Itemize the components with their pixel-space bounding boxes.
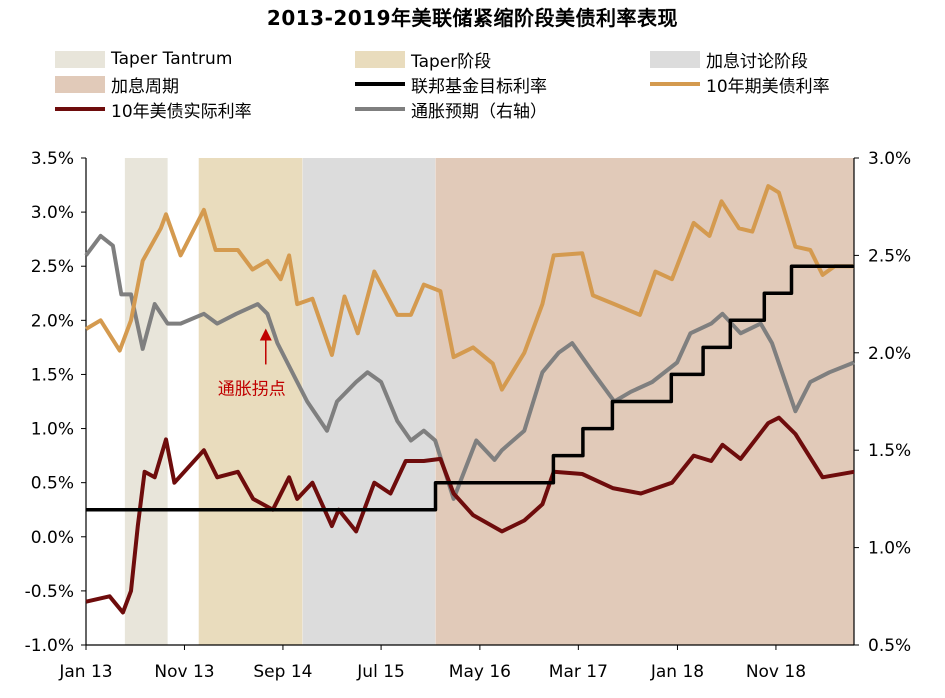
y-left-tick-label: 0.0% [31, 528, 74, 548]
y-right-tick-label: 1.0% [868, 539, 911, 559]
y-left-tick-label: 1.5% [31, 365, 74, 385]
legend-swatch [355, 82, 405, 86]
y-left-tick-label: 2.5% [31, 257, 74, 277]
legend-label: Taper Tantrum [111, 49, 233, 69]
y-left-tick-label: 2.0% [31, 311, 74, 331]
chart-legend: Taper Tantrum Taper阶段 加息讨论阶段加息周期 联邦基金目标利率 10… [0, 0, 945, 130]
legend-label: 10年美债实际利率 [111, 101, 252, 122]
legend-label: 10年期美债利率 [706, 76, 830, 97]
legend-label: 加息讨论阶段 [706, 51, 808, 72]
legend-swatch [55, 75, 105, 93]
band-Taper阶段 [198, 158, 303, 645]
band-加息讨论阶段 [302, 158, 436, 645]
annotation-arrow-head [259, 328, 272, 341]
x-tick-label: May 16 [449, 662, 511, 682]
legend-label: 联邦基金目标利率 [411, 76, 547, 97]
y-left-tick-label: 0.5% [31, 474, 74, 494]
legend-label: 加息周期 [111, 76, 179, 97]
y-left-tick-label: 3.5% [31, 149, 74, 169]
legend-swatch [355, 107, 405, 111]
y-right-tick-label: 2.5% [868, 246, 911, 266]
x-tick-label: Jan 18 [650, 662, 704, 682]
series-line-联邦基金目标利率 [86, 264, 854, 512]
legend-item: 10年期美债利率 [650, 73, 830, 97]
x-tick-label: Jul 15 [356, 662, 405, 682]
series-line-10年期美债利率 [84, 184, 854, 392]
y-right-tick-label: 0.5% [868, 636, 911, 656]
legend-item: Taper阶段 [355, 48, 492, 72]
y-right-tick-label: 3.0% [868, 149, 911, 169]
y-right-tick-label: 2.0% [868, 344, 911, 364]
legend-swatch [55, 50, 105, 68]
legend-swatch [650, 82, 700, 86]
y-left-tick-label: -1.0% [25, 636, 74, 656]
series-line-通胀预期（右轴） [84, 233, 855, 501]
legend-swatch [55, 107, 105, 111]
x-tick-label: Sep 14 [253, 662, 312, 682]
y-left-tick-label: 3.0% [31, 203, 74, 223]
legend-swatch [355, 50, 405, 68]
y-left-tick-label: 1.0% [31, 420, 74, 440]
series-line-10年美债实际利率 [85, 415, 855, 615]
legend-label: 通胀预期（右轴） [411, 101, 547, 122]
legend-item: Taper Tantrum [55, 48, 232, 70]
x-tick-label: Mar 17 [549, 662, 608, 682]
x-tick-label: Nov 18 [746, 662, 806, 682]
legend-item: 10年美债实际利率 [55, 98, 252, 122]
x-tick-label: Jan 13 [58, 662, 112, 682]
x-tick-label: Nov 13 [154, 662, 214, 682]
legend-item: 通胀预期（右轴） [355, 98, 547, 122]
legend-item: 加息讨论阶段 [650, 48, 808, 72]
y-right-tick-label: 1.5% [868, 441, 911, 461]
annotation-label: 通胀拐点 [218, 379, 286, 399]
y-left-tick-label: -0.5% [25, 582, 74, 602]
legend-swatch [650, 50, 700, 68]
chart-title: 2013-2019年美联储紧缩阶段美债利率表现 [266, 6, 679, 30]
legend-label: Taper阶段 [411, 51, 492, 72]
legend-item: 联邦基金目标利率 [355, 73, 547, 97]
legend-item: 加息周期 [55, 73, 179, 97]
